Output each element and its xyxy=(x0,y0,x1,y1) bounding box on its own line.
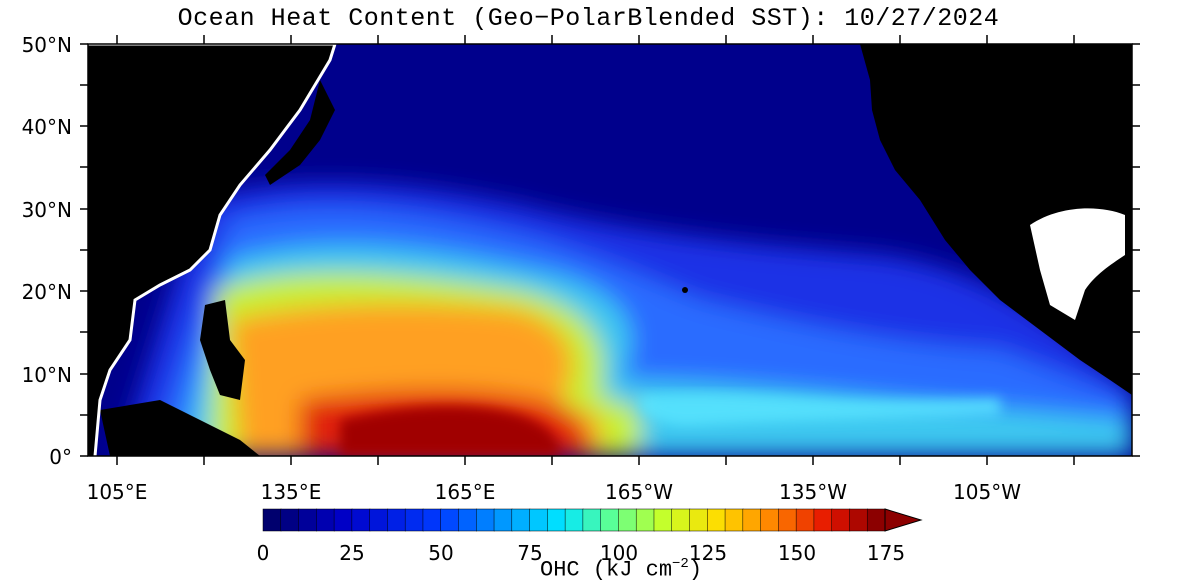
colorbar-swatch xyxy=(831,508,851,532)
colorbar-tick: 25 xyxy=(339,541,365,565)
colorbar-tick: 150 xyxy=(777,541,817,565)
colorbar-swatch xyxy=(635,508,655,532)
colorbar-swatch xyxy=(262,508,282,532)
lat-label: 50°N xyxy=(21,33,72,57)
colorbar-swatch xyxy=(316,508,335,532)
colorbar-swatch xyxy=(493,508,513,532)
colorbar-swatch xyxy=(778,508,797,532)
colorbar-tick: 0 xyxy=(256,541,270,565)
colorbar-swatch xyxy=(458,508,478,532)
lat-label: 0° xyxy=(49,445,72,469)
colorbar-swatch xyxy=(351,508,371,532)
colorbar-swatch xyxy=(440,508,460,532)
colorbar-swatch xyxy=(298,508,318,532)
land-asia xyxy=(88,44,335,456)
colorbar-tick: 50 xyxy=(428,541,454,565)
colorbar-swatch xyxy=(511,508,531,532)
colorbar-swatch xyxy=(582,508,602,532)
land-philippines xyxy=(200,300,245,400)
gulf-of-mexico xyxy=(1030,208,1125,320)
colorbar-swatch xyxy=(369,508,389,532)
colorbar-swatch xyxy=(671,508,691,532)
lat-label: 20°N xyxy=(21,280,72,304)
lon-label: 165°W xyxy=(605,480,673,504)
colorbar-swatch xyxy=(564,508,584,532)
colorbar-swatch xyxy=(387,508,406,532)
colorbar-swatch xyxy=(760,508,780,532)
colorbar-tick: 125 xyxy=(688,541,728,565)
colorbar-swatch xyxy=(724,508,744,532)
land-japan xyxy=(265,80,335,185)
colorbar-swatch xyxy=(547,508,566,532)
colorbar-swatch xyxy=(795,508,815,532)
colorbar-swatch xyxy=(653,508,673,532)
colorbar-swatch xyxy=(333,508,353,532)
colorbar-swatch xyxy=(280,508,300,532)
map-title: Ocean Heat Content (Geo−PolarBlended SST… xyxy=(177,4,1000,33)
lon-label: 105°E xyxy=(86,480,148,504)
colorbar-swatch xyxy=(689,508,709,532)
colorbar-swatch xyxy=(529,508,549,532)
colorbar-tick: 175 xyxy=(866,541,906,565)
colorbar-tick: 100 xyxy=(599,541,639,565)
lon-label: 135°E xyxy=(260,480,322,504)
lon-label: 135°W xyxy=(779,480,847,504)
colorbar-title: OHC (kJ cm−2) xyxy=(540,556,703,583)
colorbar-swatch xyxy=(404,508,424,532)
map-field xyxy=(88,44,1132,456)
colorbar-swatch xyxy=(866,508,886,532)
lon-label: 105°W xyxy=(953,480,1021,504)
lon-label: 165°E xyxy=(434,480,496,504)
axis-ticks xyxy=(80,35,1140,465)
colorbar-swatch xyxy=(476,508,495,532)
colorbar-swatch xyxy=(422,508,442,532)
lat-label: 30°N xyxy=(21,198,72,222)
colorbar-swatch xyxy=(849,508,868,532)
lat-label: 10°N xyxy=(21,363,72,387)
colorbar xyxy=(262,508,923,532)
colorbar-swatch xyxy=(707,508,726,532)
land-indonesia xyxy=(100,400,260,456)
colorbar-swatch xyxy=(600,508,620,532)
colorbar-extend-arrow xyxy=(884,508,923,532)
colorbar-tick: 75 xyxy=(517,541,543,565)
lat-label: 40°N xyxy=(21,115,72,139)
colorbar-swatch xyxy=(618,508,637,532)
colorbar-swatch xyxy=(813,508,833,532)
colorbar-swatch xyxy=(742,508,762,532)
